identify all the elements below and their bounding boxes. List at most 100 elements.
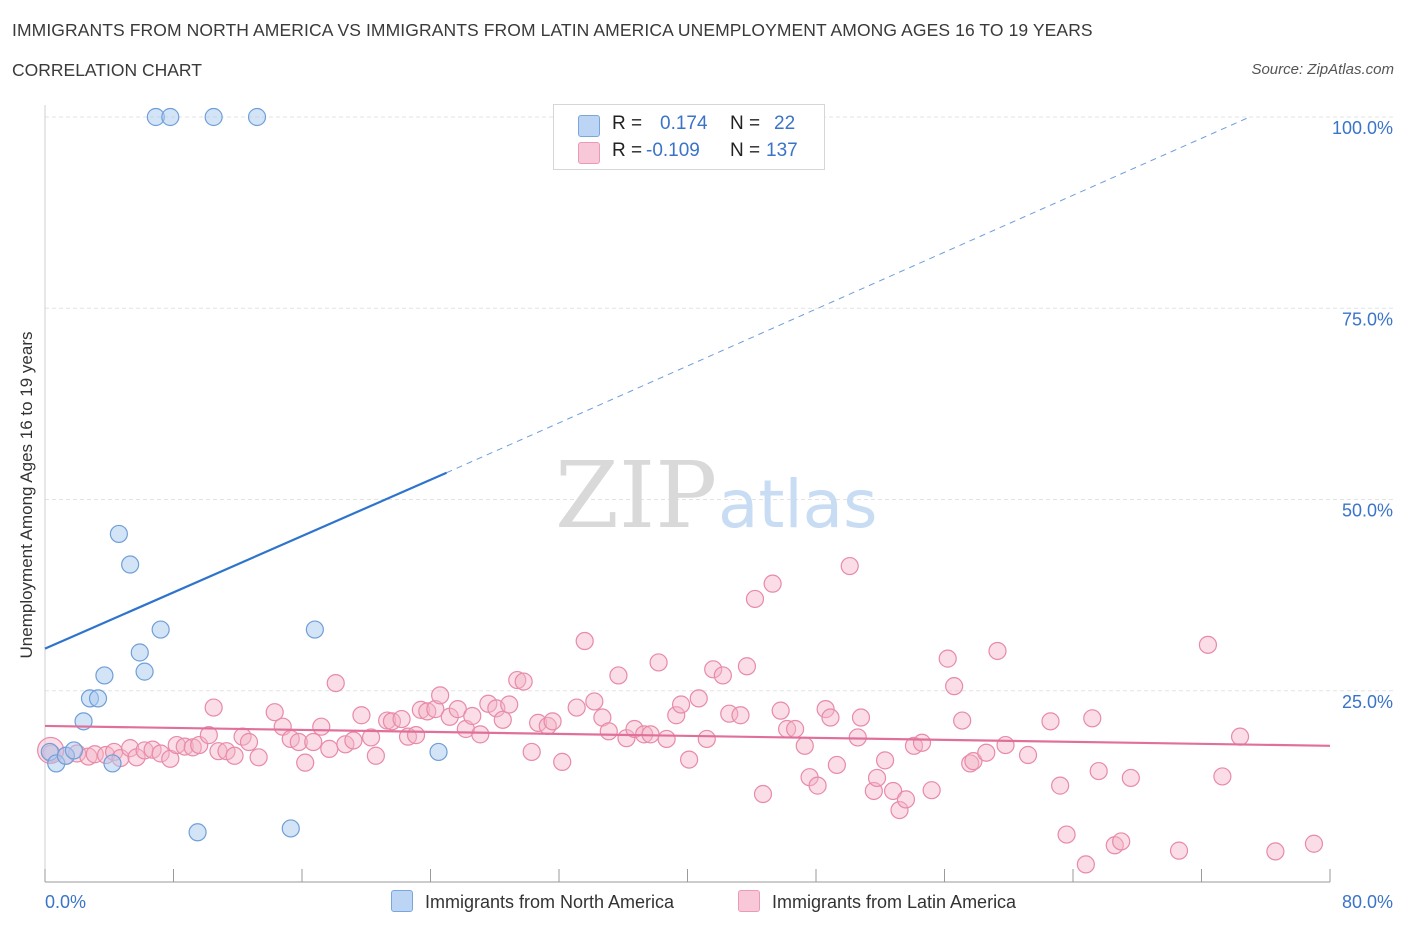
data-point-latin-america: [1083, 709, 1102, 728]
data-point-latin-america: [977, 743, 996, 762]
data-point-north-america: [204, 107, 223, 127]
data-point-latin-america: [463, 706, 482, 726]
bottom-legend-label: Immigrants from Latin America: [772, 892, 1017, 912]
data-point-latin-america: [704, 660, 723, 679]
data-point-latin-america: [304, 732, 323, 752]
data-point-latin-america: [875, 751, 895, 770]
watermark-zip: ZIP: [555, 442, 717, 549]
bottom-legend-north-america: Immigrants from North America: [391, 890, 674, 913]
data-point-latin-america: [657, 729, 676, 749]
data-point-latin-america: [697, 729, 716, 749]
y-tick-label: 75.0%: [1342, 309, 1393, 329]
legend-r-value: -0.109: [646, 140, 700, 161]
data-point-latin-america: [938, 649, 957, 668]
data-point-latin-america: [344, 731, 363, 750]
legend-swatch-blue: [578, 115, 600, 137]
data-point-latin-america: [1213, 767, 1232, 786]
data-point-north-america: [95, 666, 114, 685]
data-point-north-america: [281, 819, 300, 838]
data-point-latin-america: [567, 698, 586, 717]
data-point-latin-america: [737, 657, 757, 676]
data-point-latin-america: [1304, 834, 1324, 853]
data-point-latin-america: [945, 677, 964, 696]
legend-r-label: R =: [612, 113, 643, 134]
data-point-latin-america: [671, 695, 691, 714]
data-point-latin-america: [508, 670, 527, 690]
data-point-latin-america: [890, 800, 909, 820]
data-point-latin-america: [289, 732, 308, 752]
series-latin-america: [37, 556, 1324, 874]
data-point-north-america: [88, 689, 108, 708]
data-point-latin-america: [426, 700, 445, 719]
data-point-latin-america: [296, 753, 315, 772]
legend-n-value: 137: [766, 140, 798, 161]
data-point-latin-america: [431, 686, 450, 705]
trendline-north-america-extension: [446, 116, 1250, 474]
data-point-latin-america: [1121, 768, 1140, 788]
data-point-latin-america: [1041, 712, 1060, 731]
data-point-latin-america: [239, 732, 259, 752]
data-point-north-america: [103, 754, 122, 773]
data-point-latin-america: [1089, 761, 1108, 781]
data-point-latin-america: [771, 701, 790, 720]
data-point-latin-america: [249, 748, 268, 767]
bottom-legend-swatch-pink: [738, 890, 760, 912]
x-tick-label: 0.0%: [45, 892, 86, 912]
data-point-latin-america: [543, 712, 562, 731]
data-point-latin-america: [816, 700, 835, 719]
chart-source: Source: ZipAtlas.com: [1251, 61, 1394, 78]
data-point-latin-america: [326, 673, 345, 693]
data-point-latin-america: [1266, 842, 1285, 861]
data-point-latin-america: [896, 790, 916, 809]
data-point-latin-america: [786, 719, 805, 739]
data-point-latin-america: [1076, 855, 1095, 874]
data-point-latin-america: [753, 784, 773, 804]
data-point-north-america: [161, 107, 180, 127]
data-point-latin-america: [575, 631, 594, 651]
data-point-latin-america: [964, 752, 983, 771]
x-tick-label: 80.0%: [1342, 892, 1393, 912]
data-point-latin-america: [731, 706, 750, 725]
data-point-latin-america: [922, 781, 941, 800]
data-point-latin-america: [827, 755, 846, 775]
data-point-latin-america: [320, 739, 339, 758]
legend-n-label: N =: [730, 113, 761, 134]
data-point-north-america: [151, 620, 170, 639]
y-tick-label: 25.0%: [1342, 692, 1393, 712]
data-point-latin-america: [121, 739, 140, 758]
data-point-north-america: [188, 823, 207, 842]
data-point-latin-america: [867, 768, 887, 788]
bottom-legend-label: Immigrants from North America: [425, 892, 675, 912]
y-tick-label: 100.0%: [1332, 118, 1393, 138]
chart-subtitle: CORRELATION CHART: [12, 60, 202, 80]
data-point-latin-america: [406, 726, 426, 745]
data-point-latin-america: [689, 689, 708, 708]
data-point-latin-america: [471, 725, 490, 744]
data-point-north-america: [109, 524, 128, 544]
data-point-latin-america: [988, 641, 1007, 661]
data-point-north-america: [247, 107, 267, 127]
data-point-latin-america: [1057, 825, 1076, 844]
data-point-north-america: [429, 742, 448, 762]
data-point-north-america: [135, 662, 154, 681]
data-point-latin-america: [392, 709, 411, 729]
data-point-north-america: [121, 555, 140, 574]
data-point-latin-america: [1018, 745, 1038, 765]
data-point-latin-america: [1169, 841, 1189, 860]
series-north-america: [40, 107, 448, 842]
data-point-latin-america: [204, 698, 223, 717]
watermark-atlas: atlas: [718, 466, 878, 543]
data-point-latin-america: [609, 666, 628, 685]
legend-n-value: 22: [774, 113, 796, 134]
bottom-legend-swatch-blue: [391, 890, 413, 912]
data-point-north-america: [305, 620, 324, 639]
data-point-latin-america: [151, 744, 170, 763]
data-point-latin-america: [821, 708, 840, 727]
chart-title: IMMIGRANTS FROM NORTH AMERICA VS IMMIGRA…: [12, 20, 1093, 40]
data-point-latin-america: [599, 722, 618, 741]
data-point-latin-america: [625, 719, 644, 739]
data-point-latin-america: [996, 735, 1015, 755]
data-point-latin-america: [667, 706, 686, 725]
data-point-latin-america: [553, 752, 572, 771]
